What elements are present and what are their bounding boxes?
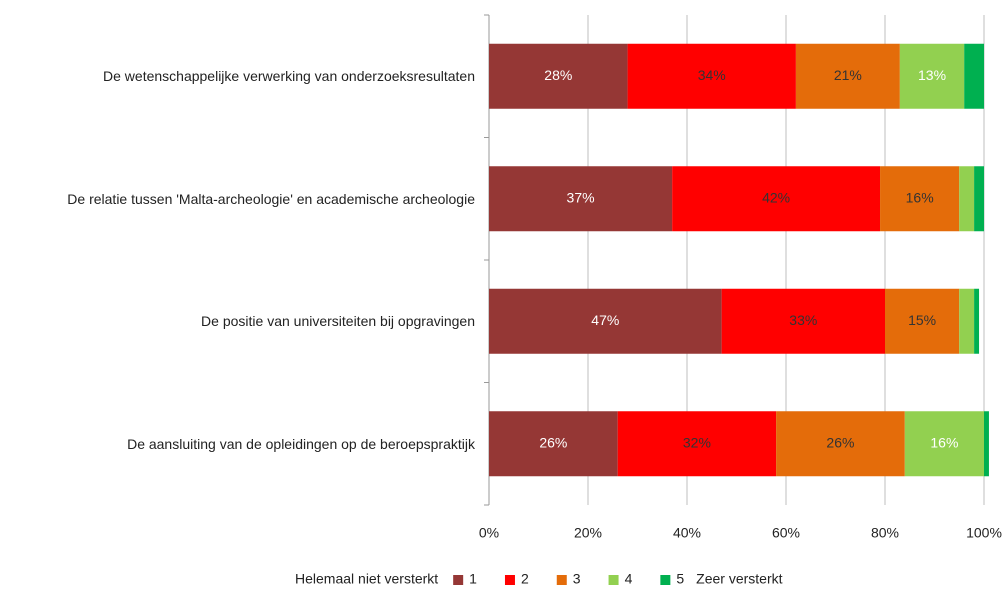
category-label: De wetenschappelijke verwerking van onde… xyxy=(103,46,475,106)
x-tick-label: 20% xyxy=(574,525,602,541)
data-label: 37% xyxy=(567,189,595,205)
x-tick-label: 0% xyxy=(479,525,499,541)
bar-segment xyxy=(974,166,984,232)
legend-label: 1 xyxy=(469,571,477,587)
data-label: 26% xyxy=(826,434,854,450)
data-label: 47% xyxy=(591,312,619,328)
legend-label: 4 xyxy=(625,571,633,587)
data-label: 32% xyxy=(683,434,711,450)
bar-segment xyxy=(672,166,881,232)
bar-segment xyxy=(721,288,885,354)
legend-label: 2 xyxy=(521,571,529,587)
data-label: 42% xyxy=(762,189,790,205)
bar-segment xyxy=(489,288,722,354)
bar-segment xyxy=(904,411,984,477)
legend-swatch xyxy=(453,575,464,585)
legend-label: 3 xyxy=(573,571,581,587)
x-tick-label: 100% xyxy=(966,525,1002,541)
bar-segment xyxy=(959,288,975,354)
legend-swatch xyxy=(660,575,671,585)
bar-segment xyxy=(627,43,796,109)
bar-segment xyxy=(984,411,989,477)
legend-swatch xyxy=(504,575,515,585)
legend-end: Zeer versterkt xyxy=(696,571,782,587)
x-tick-label: 40% xyxy=(673,525,701,541)
bar-segment xyxy=(776,411,905,477)
legend-swatch xyxy=(608,575,619,585)
data-label: 33% xyxy=(789,312,817,328)
category-text: De aansluiting van de opleidingen op de … xyxy=(127,435,475,452)
data-label: 16% xyxy=(930,434,958,450)
x-tick-label: 80% xyxy=(871,525,899,541)
bar-segment xyxy=(880,166,960,232)
bar-segment xyxy=(964,43,984,109)
x-tick-label: 60% xyxy=(772,525,800,541)
data-label: 13% xyxy=(918,67,946,83)
bar-segment xyxy=(489,411,618,477)
bar-segment xyxy=(795,43,900,109)
category-label: De relatie tussen 'Malta-archeologie' en… xyxy=(67,169,475,229)
legend-label: 5 xyxy=(676,571,684,587)
legend-start: Helemaal niet versterkt xyxy=(295,571,438,587)
bar-segment xyxy=(899,43,965,109)
bar-segment xyxy=(617,411,777,477)
category-text: De relatie tussen 'Malta-archeologie' en… xyxy=(67,190,475,207)
data-label: 16% xyxy=(906,189,934,205)
category-label: De positie van universiteiten bij opgrav… xyxy=(201,291,475,351)
legend-swatch xyxy=(556,575,567,585)
data-label: 34% xyxy=(698,67,726,83)
data-label: 15% xyxy=(908,312,936,328)
bar-segment xyxy=(489,166,673,232)
data-label: 26% xyxy=(539,434,567,450)
bar-segment xyxy=(959,166,975,232)
category-text: De wetenschappelijke verwerking van onde… xyxy=(103,68,475,85)
category-label: De aansluiting van de opleidingen op de … xyxy=(127,414,475,474)
data-label: 28% xyxy=(544,67,572,83)
bar-segment xyxy=(885,288,960,354)
category-text: De positie van universiteiten bij opgrav… xyxy=(201,313,475,330)
bar-segment xyxy=(489,43,628,109)
data-label: 21% xyxy=(834,67,862,83)
bar-segment xyxy=(974,288,980,354)
